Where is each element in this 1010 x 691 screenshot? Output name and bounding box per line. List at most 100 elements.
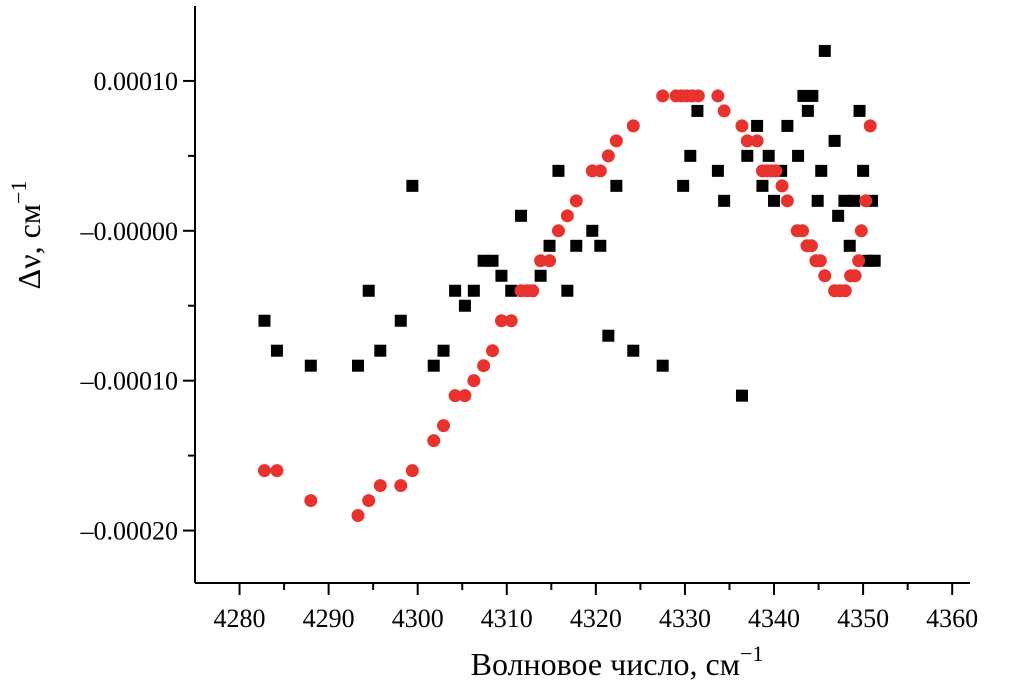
x-ticks: 4280 4290 4300 4310 4320 4330 4340 4350 4360: [214, 583, 978, 633]
data-point-square: [570, 239, 583, 252]
x-tick-label: 4280: [214, 604, 266, 633]
data-point-square: [656, 359, 669, 372]
data-point-circle: [534, 254, 548, 268]
data-point-square: [352, 359, 365, 372]
data-point-square: [792, 149, 805, 162]
data-point-square: [458, 299, 471, 312]
series-0: [258, 44, 881, 402]
data-point-square: [838, 194, 851, 207]
data-point-circle: [859, 194, 873, 208]
data-point-circle: [750, 134, 764, 148]
data-point-square: [818, 44, 831, 57]
data-point-circle: [551, 224, 565, 238]
data-point-circle: [486, 344, 500, 358]
y-ticks: 0.00010 –0.00000 –0.00010 –0.00020: [80, 67, 195, 546]
data-point-square: [534, 269, 547, 282]
data-point-square: [406, 179, 419, 192]
y-tick-label: 0.00010: [94, 67, 179, 96]
data-point-circle: [796, 224, 810, 238]
data-point-square: [691, 104, 704, 117]
data-point-square: [486, 254, 499, 267]
data-point-square: [718, 194, 731, 207]
data-point-circle: [504, 314, 518, 328]
x-tick-label: 4290: [303, 604, 355, 633]
data-point-square: [627, 344, 640, 357]
series-layer: [257, 44, 881, 523]
x-tick-label: 4330: [659, 604, 711, 633]
data-point-square: [449, 284, 462, 297]
data-point-circle: [717, 104, 731, 118]
data-point-circle: [711, 89, 725, 103]
data-point-square: [495, 269, 508, 282]
data-point-circle: [560, 209, 574, 223]
data-point-square: [258, 314, 271, 327]
data-point-square: [602, 329, 615, 342]
data-point-circle: [818, 269, 832, 283]
data-point-square: [467, 284, 480, 297]
x-tick-label: 4310: [481, 604, 533, 633]
y-axis-title-text: Δν, см: [11, 204, 47, 290]
x-axis-title-sup: −1: [740, 641, 763, 666]
data-point-circle: [656, 89, 670, 103]
data-point-square: [505, 284, 518, 297]
data-point-square: [515, 209, 528, 222]
data-point-square: [751, 119, 764, 132]
x-tick-label: 4360: [926, 604, 978, 633]
data-point-circle: [477, 359, 491, 373]
y-tick-label: –0.00010: [80, 367, 179, 396]
data-point-square: [853, 104, 866, 117]
data-point-circle: [526, 284, 540, 298]
data-point-circle: [863, 119, 877, 133]
y-tick-label: –0.00000: [80, 217, 179, 246]
data-point-circle: [769, 164, 783, 178]
data-point-circle: [405, 464, 419, 478]
data-point-circle: [780, 194, 794, 208]
data-point-square: [781, 119, 794, 132]
y-axis-title-sup: −1: [6, 181, 31, 204]
data-point-square: [684, 149, 697, 162]
data-point-circle: [304, 494, 318, 508]
data-point-circle: [437, 419, 451, 433]
data-point-circle: [448, 389, 462, 403]
data-point-square: [437, 344, 450, 357]
data-point-circle: [735, 119, 749, 133]
x-tick-label: 4350: [837, 604, 889, 633]
data-point-circle: [593, 164, 607, 178]
data-point-square: [815, 164, 828, 177]
data-point-square: [843, 239, 856, 252]
data-point-circle: [394, 479, 408, 493]
data-point-square: [741, 149, 754, 162]
data-point-square: [762, 149, 775, 162]
data-point-circle: [691, 89, 705, 103]
data-point-circle: [838, 284, 852, 298]
data-point-circle: [813, 254, 827, 268]
series-1: [257, 89, 877, 523]
data-point-square: [868, 254, 881, 267]
data-point-circle: [854, 224, 868, 238]
data-point-square: [832, 209, 845, 222]
data-point-square: [756, 179, 769, 192]
data-point-square: [801, 104, 814, 117]
data-point-circle: [351, 509, 365, 523]
data-point-square: [394, 314, 407, 327]
data-point-circle: [740, 134, 754, 148]
data-point-circle: [270, 464, 284, 478]
data-point-square: [374, 344, 387, 357]
data-point-square: [848, 194, 861, 207]
data-point-square: [594, 239, 607, 252]
data-point-square: [552, 164, 565, 177]
data-point-circle: [775, 179, 789, 193]
data-point-square: [561, 284, 574, 297]
data-point-circle: [569, 194, 583, 208]
data-point-square: [811, 194, 824, 207]
data-point-circle: [257, 464, 271, 478]
data-point-square: [610, 179, 623, 192]
data-point-square: [586, 224, 599, 237]
data-point-square: [828, 134, 841, 147]
data-point-circle: [601, 149, 615, 163]
data-point-circle: [467, 374, 481, 388]
y-axis-title: Δν, см−1: [6, 181, 47, 290]
data-point-square: [304, 359, 317, 372]
data-point-circle: [458, 389, 472, 403]
x-tick-label: 4320: [570, 604, 622, 633]
